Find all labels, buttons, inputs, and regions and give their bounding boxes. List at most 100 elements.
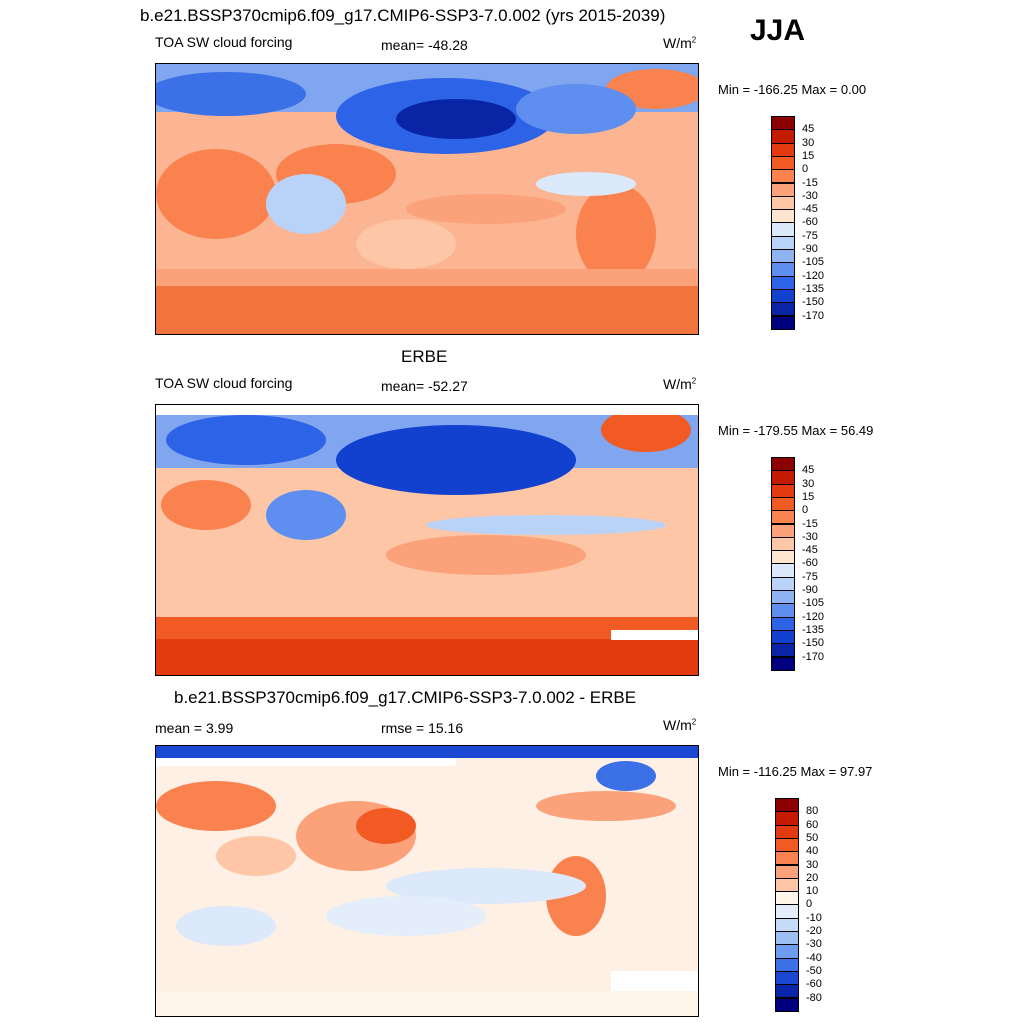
colorbar-tick-label: 60: [806, 818, 819, 831]
colorbar-swatch: [771, 536, 795, 552]
colorbar-swatch: [771, 656, 795, 671]
colorbar-tick-label: -135: [802, 623, 825, 636]
colorbar-swatch: [771, 470, 795, 485]
colorbar-swatch: [771, 643, 795, 658]
colorbar-tick-label: 0: [802, 504, 809, 517]
colorbar-swatch: [771, 616, 795, 631]
colorbar-tick-label: -15: [802, 176, 818, 189]
colorbar-swatch: [771, 550, 795, 565]
colorbar-swatch: [771, 222, 795, 237]
colorbar-swatch: [775, 811, 799, 826]
colorbar-swatch: [771, 496, 795, 512]
colorbar-tick-label: -80: [806, 991, 822, 1004]
panel-2-title: ERBE: [401, 347, 448, 366]
colorbar-tick-label: -60: [806, 978, 822, 991]
colorbar-swatch: [775, 944, 799, 959]
colorbar-tick-label: 80: [806, 805, 819, 818]
colorbar-swatch: [771, 457, 795, 472]
colorbar-swatch: [771, 576, 795, 591]
colorbar-swatch: [771, 563, 795, 578]
panel-1-title: b.e21.BSSP370cmip6.f09_g17.CMIP6-SSP3-7.…: [140, 6, 666, 25]
colorbar-tick-label: 50: [806, 831, 819, 844]
colorbar-swatch: [775, 917, 799, 932]
panel-2-units: W/m2: [663, 376, 697, 392]
colorbar-tick-label: 0: [802, 163, 809, 176]
panel-2-mean-label: mean= -52.27: [381, 378, 468, 394]
colorbar-swatch: [775, 891, 799, 906]
colorbar-swatch: [775, 798, 799, 813]
colorbar-swatch: [771, 523, 795, 538]
colorbar-swatch: [775, 997, 799, 1012]
colorbar-tick-label: -135: [802, 282, 825, 295]
colorbar-tick-label: -150: [802, 637, 825, 650]
colorbar-swatch: [771, 629, 795, 645]
colorbar-tick-label: -90: [802, 584, 818, 596]
colorbar-tick-label: -90: [802, 243, 818, 255]
colorbar-swatch: [771, 209, 795, 224]
colorbar-tick-label: -60: [802, 557, 818, 570]
colorbar-swatch: [771, 142, 795, 157]
colorbar-tick-label: -20: [806, 925, 822, 937]
colorbar-swatch: [771, 590, 795, 605]
colorbar-tick-label: 20: [806, 871, 819, 884]
panel-1-variable-label: TOA SW cloud forcing: [155, 34, 293, 50]
colorbar-swatch: [771, 288, 795, 304]
colorbar-swatch: [771, 155, 795, 171]
colorbar-swatch: [775, 824, 799, 839]
colorbar-tick-label: -170: [802, 309, 825, 322]
colorbar-swatch: [771, 302, 795, 317]
colorbar-tick-label: -120: [802, 269, 825, 282]
colorbar-swatch: [771, 262, 795, 277]
colorbar-tick-label: -30: [806, 938, 822, 951]
colorbar-tick-label: -30: [802, 530, 818, 543]
colorbar-swatch: [775, 970, 799, 986]
colorbar-tick-label: 45: [802, 123, 815, 136]
colorbar-tick-label: -30: [802, 189, 818, 202]
panel-3-title: b.e21.BSSP370cmip6.f09_g17.CMIP6-SSP3-7.…: [174, 688, 637, 707]
colorbar-tick-label: -170: [802, 650, 825, 663]
colorbar-tick-label: -75: [802, 570, 818, 583]
colorbar-swatch: [775, 931, 799, 946]
panel-2-map: [155, 404, 699, 676]
colorbar-tick-label: 15: [802, 149, 815, 162]
panel-1-mean-label: mean= -48.28: [381, 37, 468, 53]
panel-3-mean-label: mean = 3.99: [155, 720, 234, 736]
colorbar-tick-label: 45: [802, 464, 815, 477]
panel-2-minmax: Min = -179.55 Max = 56.49: [718, 423, 874, 438]
colorbar-tick-label: -120: [802, 610, 825, 623]
colorbar-tick-label: 10: [806, 885, 819, 898]
colorbar-swatch: [771, 249, 795, 264]
panel-1-units: W/m2: [663, 35, 697, 51]
panel-3-map: [155, 745, 699, 1017]
colorbar-swatch: [775, 877, 799, 893]
colorbar-tick-label: -105: [802, 597, 825, 610]
colorbar-tick-label: 15: [802, 490, 815, 503]
colorbar-swatch: [771, 182, 795, 197]
colorbar-tick-label: 30: [806, 858, 819, 871]
colorbar-swatch: [775, 851, 799, 866]
colorbar-tick-label: 30: [802, 136, 815, 149]
colorbar-swatch: [775, 837, 799, 853]
colorbar-tick-label: -50: [806, 964, 822, 977]
panel-1-minmax: Min = -166.25 Max = 0.00: [718, 82, 867, 97]
colorbar-tick-label: -45: [802, 203, 818, 216]
colorbar-tick-label: 30: [802, 477, 815, 490]
colorbar-tick-label: -75: [802, 229, 818, 242]
colorbar-swatch: [775, 957, 799, 972]
panel-2-variable-label: TOA SW cloud forcing: [155, 375, 293, 391]
colorbar-swatch: [775, 984, 799, 999]
colorbar-tick-label: -105: [802, 256, 825, 269]
panel-3-minmax: Min = -116.25 Max = 97.97: [718, 764, 873, 779]
colorbar-swatch: [771, 129, 795, 144]
colorbar-swatch: [771, 275, 795, 290]
colorbar-swatch: [771, 483, 795, 498]
colorbar-swatch: [771, 195, 795, 211]
colorbar-tick-label: -40: [806, 951, 822, 964]
colorbar-swatch: [771, 235, 795, 250]
panel-1-map: [155, 63, 699, 335]
colorbar-tick-label: 0: [806, 898, 813, 911]
colorbar-swatch: [775, 904, 799, 919]
colorbar-tick-label: -60: [802, 216, 818, 229]
colorbar-swatch: [771, 315, 795, 330]
colorbar-tick-label: -150: [802, 296, 825, 309]
